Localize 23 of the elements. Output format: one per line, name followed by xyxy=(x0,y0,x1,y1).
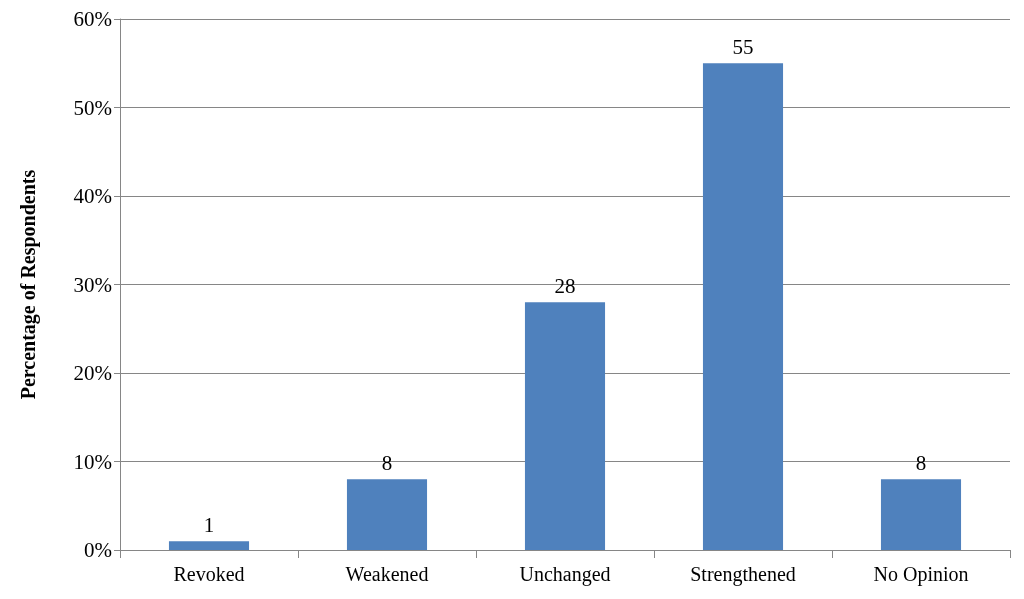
bar xyxy=(168,541,250,550)
x-tick-label: Unchanged xyxy=(519,563,611,586)
bar xyxy=(702,63,784,550)
bar xyxy=(346,479,428,550)
y-tick-label: 20% xyxy=(73,361,112,385)
x-tick-label: Revoked xyxy=(173,563,245,585)
bar xyxy=(524,302,606,550)
data-label: 8 xyxy=(915,450,927,475)
y-tick-label: 10% xyxy=(73,449,112,474)
y-tick-label: 30% xyxy=(73,272,112,297)
y-tick-label: 40% xyxy=(73,184,112,208)
data-label: 8 xyxy=(381,450,393,475)
y-tick-label: 60% xyxy=(73,7,112,31)
x-tick-label: Strengthened xyxy=(690,563,796,586)
x-tick-label: No Opinion xyxy=(873,563,969,586)
data-label: 1 xyxy=(203,512,215,537)
y-axis-title: Percentage of Respondents xyxy=(17,169,40,400)
x-tick-label: Weakened xyxy=(345,563,429,585)
data-label: 55 xyxy=(732,34,754,59)
y-tick-label: 50% xyxy=(73,95,112,120)
data-label: 28 xyxy=(554,273,576,298)
y-tick-label: 0% xyxy=(84,538,112,562)
bar xyxy=(880,479,962,550)
